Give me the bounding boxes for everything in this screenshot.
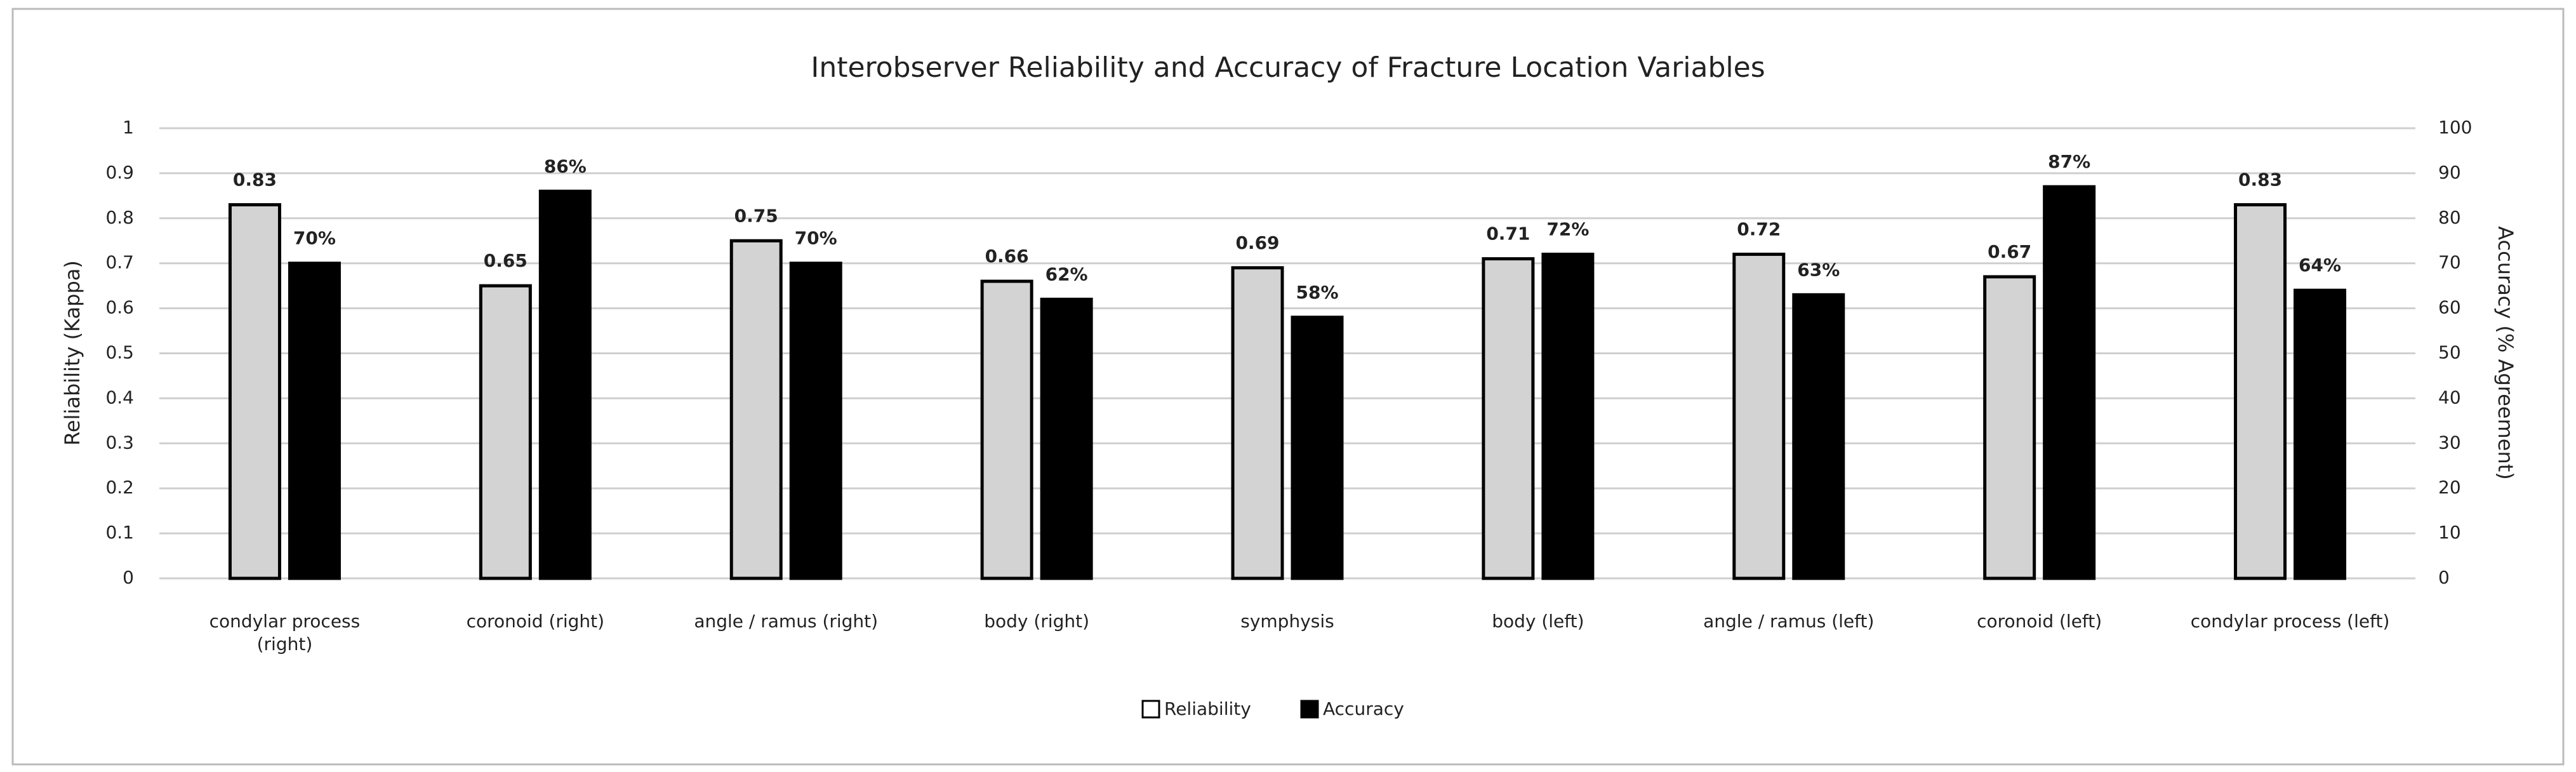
y-tick-label: 0.3 bbox=[105, 432, 134, 453]
y-tick-label: 0.5 bbox=[105, 342, 134, 363]
y2-tick-label: 10 bbox=[2438, 522, 2461, 543]
data-label: 63% bbox=[1797, 259, 1840, 280]
data-label: 58% bbox=[1296, 282, 1338, 303]
y-tick-label: 0.8 bbox=[105, 207, 134, 228]
y2-tick-label: 70 bbox=[2438, 252, 2461, 273]
y2-tick-label: 20 bbox=[2438, 477, 2461, 498]
bar bbox=[2294, 288, 2347, 580]
data-label: 70% bbox=[293, 228, 336, 249]
y-tick-label: 0.4 bbox=[105, 387, 134, 408]
bar bbox=[729, 239, 783, 580]
data-label: 86% bbox=[544, 156, 587, 176]
y2-tick-label: 50 bbox=[2438, 342, 2461, 363]
x-tick-label: coronoid (right) bbox=[466, 611, 605, 632]
bar bbox=[228, 203, 281, 580]
legend-marker bbox=[1141, 700, 1160, 719]
bar bbox=[2234, 203, 2287, 580]
x-tick-label: condylar process (right) bbox=[209, 611, 361, 655]
bar bbox=[789, 262, 842, 580]
data-label: 0.67 bbox=[1988, 241, 2031, 262]
chart-border bbox=[11, 8, 2565, 766]
data-label: 0.75 bbox=[734, 205, 778, 226]
x-tick-label: body (right) bbox=[984, 611, 1089, 632]
data-label: 0.71 bbox=[1486, 223, 1530, 244]
y2-tick-label: 30 bbox=[2438, 432, 2461, 453]
data-label: 0.72 bbox=[1737, 219, 1781, 240]
y2-tick-label: 80 bbox=[2438, 207, 2461, 228]
bar bbox=[1040, 297, 1093, 580]
data-label: 64% bbox=[2299, 255, 2341, 276]
bar bbox=[1231, 266, 1284, 580]
bar bbox=[1732, 253, 1786, 580]
bar bbox=[1541, 253, 1595, 580]
chart-title: Interobserver Reliability and Accuracy o… bbox=[811, 51, 1765, 84]
bar bbox=[538, 189, 592, 580]
bar bbox=[980, 279, 1033, 580]
bar bbox=[479, 284, 532, 580]
bar bbox=[1983, 275, 2036, 580]
legend-label: Reliability bbox=[1164, 698, 1251, 719]
y2-tick-label: 100 bbox=[2438, 117, 2472, 138]
data-label: 87% bbox=[2048, 151, 2090, 172]
x-tick-label: angle / ramus (right) bbox=[694, 611, 879, 632]
y-tick-label: 0.7 bbox=[105, 252, 134, 273]
x-tick-label: condylar process (left) bbox=[2190, 611, 2390, 632]
y-tick-label: 1 bbox=[123, 117, 134, 138]
y-tick-label: 0.9 bbox=[105, 162, 134, 183]
data-label: 0.83 bbox=[2238, 170, 2282, 190]
x-tick-label: body (left) bbox=[1492, 611, 1584, 632]
bar bbox=[288, 262, 341, 580]
data-label: 70% bbox=[795, 228, 837, 249]
y-tick-label: 0.2 bbox=[105, 477, 134, 498]
x-tick-label: symphysis bbox=[1240, 611, 1334, 632]
legend-marker bbox=[1300, 700, 1319, 719]
data-label: 0.65 bbox=[484, 250, 528, 271]
data-label: 0.66 bbox=[985, 246, 1029, 267]
bar bbox=[1482, 257, 1535, 580]
bar bbox=[1291, 316, 1344, 580]
y-tick-label: 0 bbox=[123, 567, 134, 588]
y-tick-label: 0.6 bbox=[105, 297, 134, 318]
y2-axis-title: Accuracy (% Agreement) bbox=[2493, 226, 2518, 480]
data-label: 0.69 bbox=[1235, 232, 1279, 253]
y2-tick-label: 40 bbox=[2438, 387, 2461, 408]
y2-tick-label: 90 bbox=[2438, 162, 2461, 183]
y2-tick-label: 0 bbox=[2438, 567, 2450, 588]
data-label: 72% bbox=[1546, 219, 1589, 240]
bar bbox=[2043, 185, 2096, 580]
x-tick-label: angle / ramus (left) bbox=[1703, 611, 1875, 632]
bar bbox=[1792, 293, 1845, 580]
y2-tick-label: 60 bbox=[2438, 297, 2461, 318]
x-tick-label: coronoid (left) bbox=[1977, 611, 2102, 632]
y-tick-label: 0.1 bbox=[105, 522, 134, 543]
data-label: 0.83 bbox=[233, 170, 277, 190]
legend-label: Accuracy bbox=[1323, 698, 1404, 719]
data-label: 62% bbox=[1046, 263, 1088, 284]
y-axis-title: Reliability (Kappa) bbox=[60, 260, 84, 446]
